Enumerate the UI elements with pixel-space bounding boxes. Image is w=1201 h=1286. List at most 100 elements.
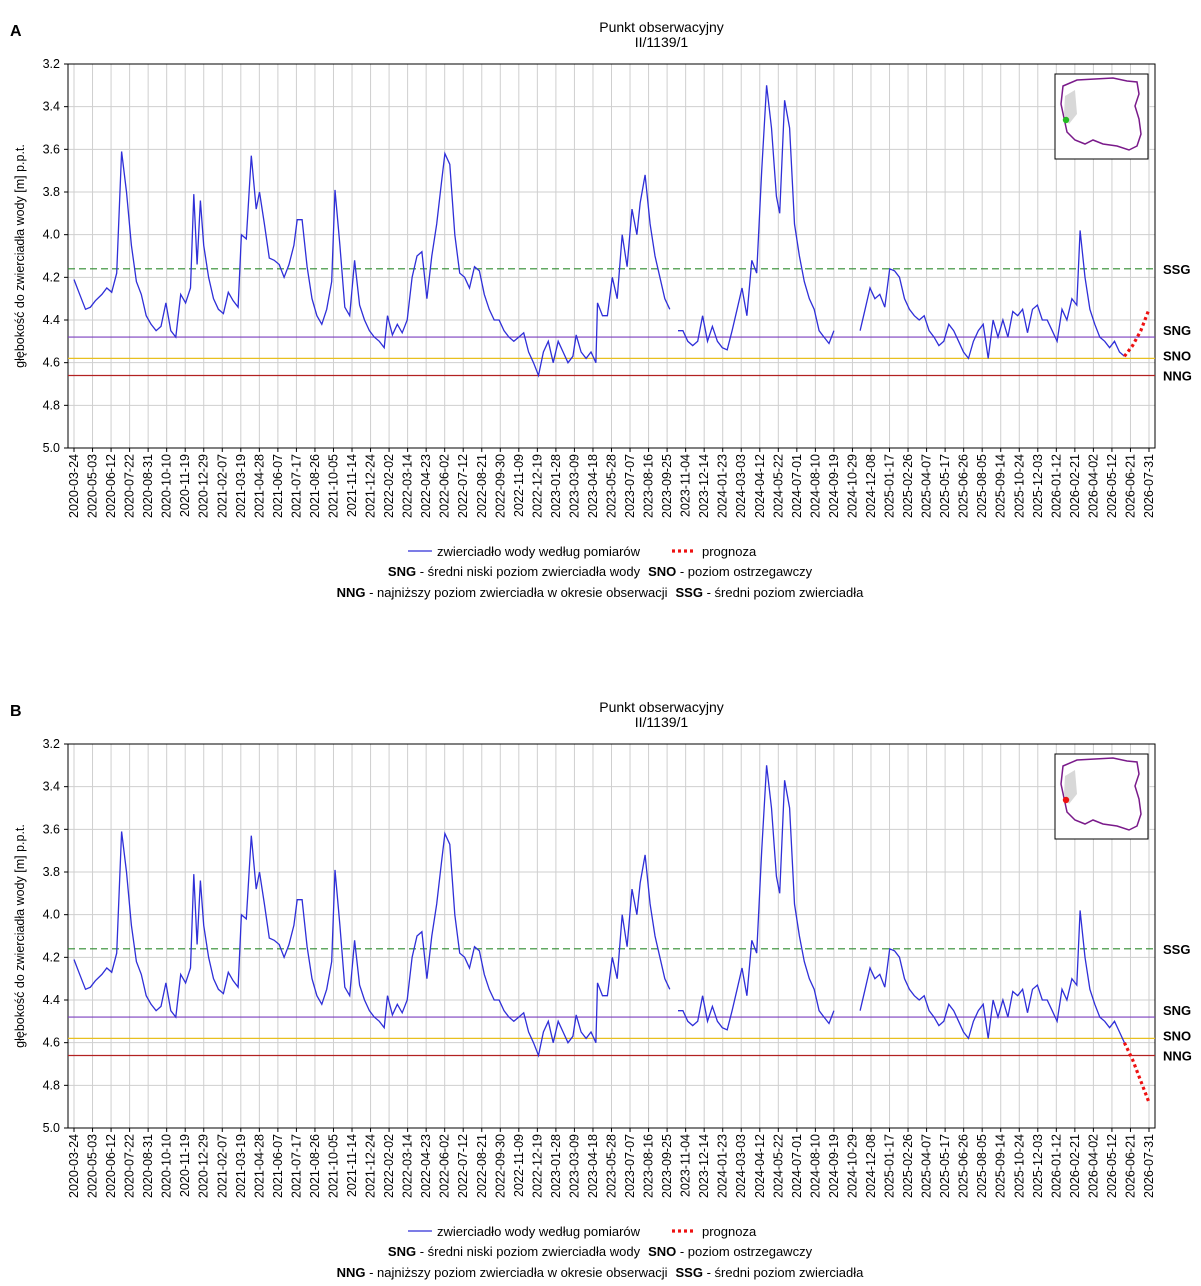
x-tick-label: 2020-06-12 (104, 454, 118, 518)
x-tick-label: 2021-12-24 (364, 454, 378, 518)
x-tick-label: 2021-07-17 (289, 1134, 303, 1198)
legend-sno-abbr: SNO (648, 564, 676, 579)
legend-forecast-label: prognoza (702, 544, 757, 559)
y-axis-label: głębokość do zwierciadła wody [m] p.p.t. (13, 824, 27, 1048)
x-tick-label: 2025-05-17 (938, 454, 952, 518)
x-tick-label: 2021-06-07 (271, 454, 285, 518)
x-tick-label: 2022-03-14 (401, 1134, 415, 1198)
location-map-inset (1054, 73, 1149, 160)
x-tick-label: 2024-05-22 (771, 454, 785, 518)
grid (68, 743, 1155, 1129)
x-tick-label: 2026-07-31 (1142, 454, 1156, 518)
x-tick-label: 2024-07-01 (790, 454, 804, 518)
legend: zwierciadło wody według pomiarów prognoza… (337, 544, 865, 600)
x-tick-label: 2026-02-21 (1068, 454, 1082, 518)
x-tick-label: 2022-06-02 (438, 454, 452, 518)
x-tick-label: 2023-08-16 (642, 454, 656, 518)
x-tick-label: 2020-12-29 (197, 454, 211, 518)
series-measured-line (73, 765, 1125, 1058)
x-tick-label: 2025-10-24 (1012, 1134, 1026, 1198)
legend-ssg-text: - średni poziom zwierciadła (703, 585, 864, 600)
x-tick-label: 2024-10-29 (845, 454, 859, 518)
x-tick-label: 2023-12-14 (697, 1134, 711, 1198)
x-tick-label: 2025-10-24 (1012, 454, 1026, 518)
legend-nng-text: - najniższy poziom zwierciadła w okresie… (366, 1265, 668, 1280)
x-tick-label: 2022-02-02 (382, 1134, 396, 1198)
legend-row-sng-sno: SNG - średni niski poziom zwierciadła wo… (388, 564, 813, 579)
x-tick-label: 2024-09-19 (827, 1134, 841, 1198)
y-tick-label: 4.6 (43, 356, 60, 370)
x-tick-label: 2022-08-21 (475, 454, 489, 518)
x-tick-label: 2022-07-12 (456, 454, 470, 518)
x-tick-label: 2025-01-17 (883, 1134, 897, 1198)
x-tick-label: 2024-04-12 (753, 1134, 767, 1198)
legend-sng-text: - średni niski poziom zwierciadła wody (416, 564, 640, 579)
x-tick-label: 2022-12-19 (530, 1134, 544, 1198)
x-tick-label: 2026-06-21 (1123, 454, 1137, 518)
x-tick-label: 2020-11-19 (178, 454, 192, 517)
level-label-sno: SNO (1163, 348, 1191, 363)
y-tick-label: 4.0 (43, 908, 60, 922)
x-tick-label: 2026-05-12 (1105, 1134, 1119, 1198)
x-tick-label: 2025-06-26 (957, 454, 971, 518)
panel-letter: A (10, 23, 22, 40)
x-tick-label: 2022-09-30 (493, 1134, 507, 1198)
legend-row-nng-ssg: NNG - najniższy poziom zwierciadła w okr… (337, 1265, 865, 1280)
y-tick-label: 4.6 (43, 1036, 60, 1050)
x-tick-label: 2024-05-22 (771, 1134, 785, 1198)
x-tick-label: 2022-11-09 (512, 454, 526, 517)
x-tick-label: 2025-05-17 (938, 1134, 952, 1198)
series-forecast-line (1123, 308, 1151, 358)
x-tick-label: 2025-02-26 (901, 454, 915, 518)
x-tick-label: 2021-10-05 (326, 454, 340, 518)
x-tick-label: 2021-08-26 (308, 454, 322, 518)
x-tick-label: 2023-01-28 (549, 454, 563, 518)
map-region (1064, 770, 1077, 804)
x-tick-label: 2020-08-31 (141, 1134, 155, 1198)
y-tick-label: 3.2 (43, 57, 60, 71)
legend-sng-text: - średni niski poziom zwierciadła wody (416, 1244, 640, 1259)
y-tick-label: 4.0 (43, 228, 60, 242)
x-tick-label: 2023-03-09 (567, 454, 581, 518)
y-tick-label: 4.4 (43, 313, 60, 327)
x-tick-label: 2021-11-14 (345, 1134, 359, 1197)
x-tick-label: 2025-04-07 (920, 454, 934, 518)
x-tick-label: 2023-05-28 (605, 1134, 619, 1198)
legend-measured-label: zwierciadło wody według pomiarów (437, 1224, 641, 1239)
y-tick-label: 3.8 (43, 865, 60, 879)
x-tick-label: 2025-08-05 (975, 1134, 989, 1198)
y-tick-label: 5.0 (43, 441, 60, 455)
x-tick-label: 2024-08-10 (808, 454, 822, 518)
x-tick-label: 2020-12-29 (197, 1134, 211, 1198)
x-tick-label: 2020-10-10 (160, 454, 174, 518)
x-tick-label: 2021-08-26 (308, 1134, 322, 1198)
x-tick-label: 2024-10-29 (845, 1134, 859, 1198)
x-tick-label: 2022-03-14 (401, 454, 415, 518)
x-tick-label: 2021-03-19 (234, 454, 248, 518)
x-tick-label: 2022-02-02 (382, 454, 396, 518)
x-tick-label: 2023-09-25 (660, 454, 674, 518)
legend-sng-abbr: SNG (388, 564, 416, 579)
x-tick-label: 2023-08-16 (642, 1134, 656, 1198)
x-tick-label: 2020-07-22 (123, 1134, 137, 1198)
x-tick-label: 2022-08-21 (475, 1134, 489, 1198)
location-marker (1062, 796, 1070, 804)
x-tick-label: 2022-06-02 (438, 1134, 452, 1198)
x-tick-label: 2023-11-04 (679, 454, 693, 517)
chart-subtitle: II/1139/1 (635, 34, 689, 50)
legend-ssg-abbr: SSG (676, 585, 703, 600)
x-tick-label: 2026-04-02 (1086, 454, 1100, 518)
x-tick-label: 2021-02-07 (215, 454, 229, 518)
map-outline (1060, 77, 1142, 151)
x-tick-label: 2023-07-07 (623, 1134, 637, 1198)
map-outline (1060, 757, 1142, 831)
legend-sno-text: - poziom ostrzegawczy (676, 1244, 812, 1259)
x-tick-label: 2025-06-26 (957, 1134, 971, 1198)
x-tick-label: 2024-08-10 (808, 1134, 822, 1198)
legend-row-sng-sno: SNG - średni niski poziom zwierciadła wo… (388, 1244, 813, 1259)
x-tick-label: 2021-12-24 (364, 1134, 378, 1198)
x-tick-label: 2021-06-07 (271, 1134, 285, 1198)
x-tick-label: 2021-10-05 (326, 1134, 340, 1198)
